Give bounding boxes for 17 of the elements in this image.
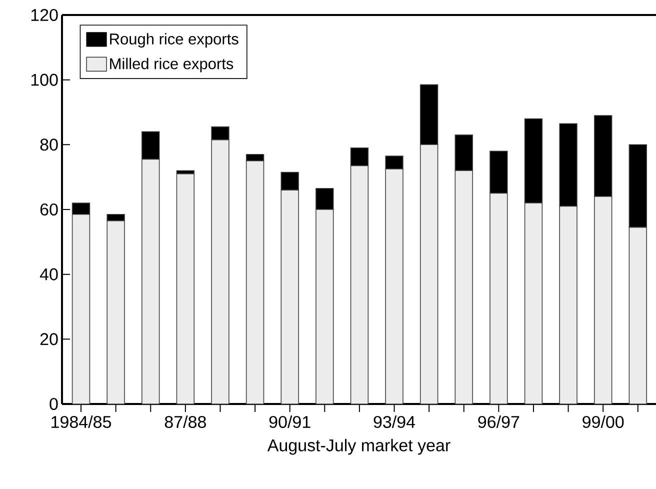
legend-label: Rough rice exports — [110, 33, 238, 48]
y-tick-label: 40 — [40, 268, 58, 280]
y-tick-label: 0 — [50, 398, 58, 410]
x-tick-label: 1984/85 — [52, 416, 112, 428]
x-tick-label: 87/88 — [164, 416, 206, 428]
x-tick-label: 90/91 — [269, 416, 310, 428]
x-tick-label: 96/97 — [478, 416, 520, 428]
y-tick-label: 120 — [31, 8, 58, 22]
y-tick-label: 20 — [40, 333, 58, 346]
x-tick-label: 99/00 — [582, 416, 624, 428]
y-tick-label: 80 — [40, 138, 58, 151]
x-tick-label: 93/94 — [374, 416, 416, 428]
x-axis-title: August-July market year — [267, 438, 450, 455]
bar — [176, 173, 195, 404]
y-tick-label: 60 — [40, 203, 58, 216]
y-tick-label: 100 — [31, 74, 58, 86]
legend-label: Milled rice exports — [110, 58, 234, 72]
